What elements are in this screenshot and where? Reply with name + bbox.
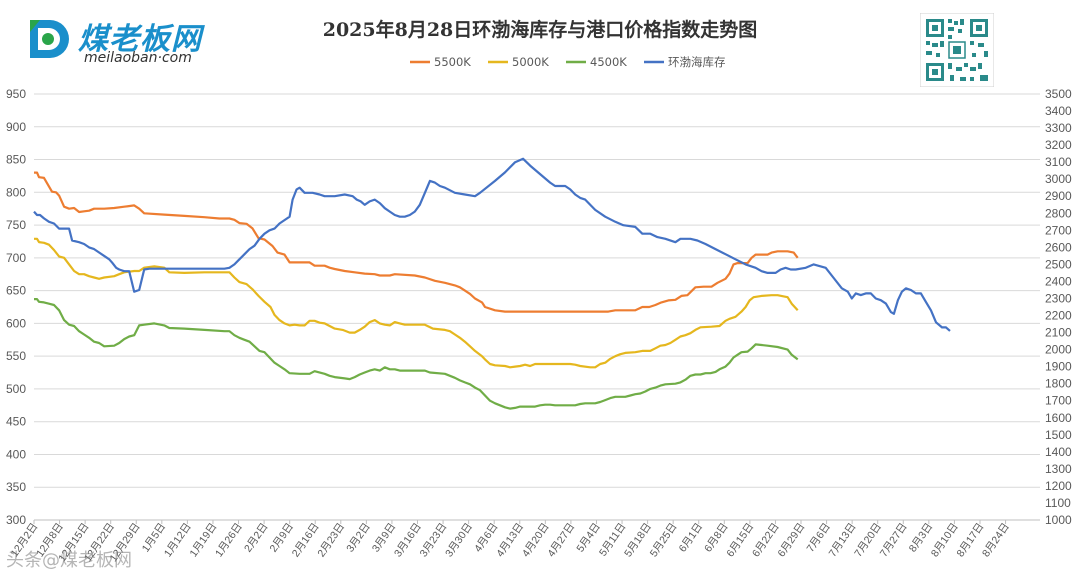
y-left-tick-label: 900 — [6, 120, 26, 134]
x-tick-label: 7月27日 — [878, 521, 910, 559]
qr-code-icon — [920, 13, 994, 87]
legend-label: 4500K — [590, 55, 627, 69]
legend-item: 5500K — [410, 55, 471, 69]
x-tick-label: 2月2日 — [242, 521, 271, 555]
y-left-tick-label: 850 — [6, 153, 26, 167]
y-left-tick-label: 550 — [6, 349, 26, 363]
x-tick-label: 8月24日 — [980, 521, 1012, 559]
y-right-tick-label: 2100 — [1045, 326, 1072, 340]
legend-label: 环渤海库存 — [668, 55, 726, 69]
y-left-tick-label: 350 — [6, 480, 26, 494]
y-left-tick-label: 750 — [6, 218, 26, 232]
brand-url: meilaoban·com — [84, 50, 192, 66]
legend-item: 5000K — [488, 55, 549, 69]
y-right-tick-label: 1200 — [1045, 479, 1072, 493]
y-left-tick-label: 400 — [6, 447, 26, 461]
y-left-tick-label: 700 — [6, 251, 26, 265]
y-left-tick-label: 950 — [6, 87, 26, 101]
legend-label: 5000K — [512, 55, 549, 69]
y-right-tick-label: 2300 — [1045, 291, 1072, 305]
y-right-tick-label: 1600 — [1045, 411, 1072, 425]
y-left-tick-label: 800 — [6, 185, 26, 199]
y-right-tick-label: 1000 — [1045, 513, 1072, 527]
y-right-tick-label: 1500 — [1045, 428, 1072, 442]
legend-label: 5500K — [434, 55, 471, 69]
series-line-5500K — [34, 171, 799, 313]
y-right-tick-label: 1800 — [1045, 377, 1072, 391]
x-tick-label: 5月25日 — [648, 521, 680, 559]
y-right-tick-label: 2800 — [1045, 206, 1072, 220]
y-right-tick-label: 3100 — [1045, 155, 1072, 169]
y-right-tick-label: 2000 — [1045, 343, 1072, 357]
x-tick-label: 3月30日 — [443, 521, 475, 559]
x-tick-label: 4月27日 — [545, 521, 577, 559]
series-line-4500K — [34, 298, 799, 410]
y-right-tick-label: 3400 — [1045, 104, 1072, 118]
y-left-tick-label: 300 — [6, 513, 26, 527]
legend-item: 4500K — [566, 55, 627, 69]
y-right-tick-label: 1700 — [1045, 394, 1072, 408]
legend: 5500K 5000K 4500K 环渤海库存 — [410, 55, 726, 69]
series-line-5000K — [34, 237, 799, 369]
y-right-tick-label: 1400 — [1045, 445, 1072, 459]
y-right-tick-label: 1300 — [1045, 462, 1072, 476]
brand-name: 煤老板网 — [78, 22, 202, 57]
y-right-tick-label: 3000 — [1045, 172, 1072, 186]
x-tick-label: 3月2日 — [344, 521, 373, 555]
x-tick-label: 6月29日 — [776, 521, 808, 559]
y-left-tick-label: 450 — [6, 415, 26, 429]
brand-d-logo-icon — [30, 20, 69, 58]
y-right-tick-label: 2200 — [1045, 309, 1072, 323]
chart-title: 2025年8月28日环渤海库存与港口价格指数走势图 — [323, 18, 758, 41]
legend-item: 环渤海库存 — [644, 55, 726, 69]
y-left-tick-label: 650 — [6, 284, 26, 298]
y-right-tick-label: 1100 — [1045, 496, 1071, 510]
y-right-tick-label: 3300 — [1045, 121, 1072, 135]
y-right-tick-label: 2900 — [1045, 189, 1072, 203]
x-tick-label: 6月1日 — [677, 521, 706, 555]
watermark: 头条@煤老板网 — [6, 550, 132, 571]
series-line-环渤海库存 — [33, 157, 951, 332]
gridlines — [34, 93, 1040, 521]
brand-logo[interactable]: 煤老板网 meilaoban·com — [26, 12, 256, 70]
y-right-tick-label: 2600 — [1045, 240, 1072, 254]
y-left-tick-label: 600 — [6, 316, 26, 330]
y-right-tick-label: 3200 — [1045, 138, 1072, 152]
y-right-tick-label: 1900 — [1045, 360, 1072, 374]
y-right-tick-label: 2400 — [1045, 274, 1072, 288]
series-layer — [33, 157, 951, 410]
y-left-tick-label: 500 — [6, 382, 26, 396]
y-right-tick-label: 2700 — [1045, 223, 1072, 237]
y-right-tick-label: 2500 — [1045, 257, 1072, 271]
y-right-tick-label: 3500 — [1045, 87, 1072, 101]
